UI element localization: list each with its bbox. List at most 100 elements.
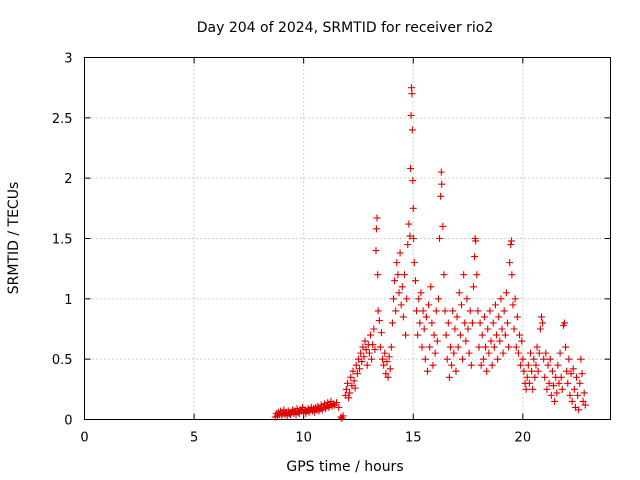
- data-point: [519, 355, 527, 363]
- data-point: [445, 373, 453, 381]
- data-point: [489, 319, 497, 327]
- data-point: [392, 307, 400, 315]
- data-point: [486, 307, 494, 315]
- data-point: [417, 289, 425, 297]
- x-tick-label: 15: [405, 431, 422, 446]
- data-point: [379, 355, 387, 363]
- data-point: [449, 307, 457, 315]
- data-point: [380, 361, 388, 369]
- data-point: [532, 361, 540, 369]
- data-point: [346, 389, 354, 397]
- x-tick-label: 10: [295, 431, 312, 446]
- data-point: [562, 343, 570, 351]
- data-point: [329, 400, 337, 408]
- data-point: [442, 331, 450, 339]
- data-point: [408, 90, 416, 98]
- data-point: [522, 385, 530, 393]
- data-point: [420, 325, 428, 333]
- data-point: [427, 283, 435, 291]
- data-point: [494, 355, 502, 363]
- data-point: [550, 382, 558, 390]
- data-point: [465, 349, 473, 357]
- data-point: [557, 373, 565, 381]
- data-point: [371, 346, 379, 354]
- data-point: [382, 370, 390, 378]
- data-point: [495, 313, 503, 321]
- data-point: [439, 222, 447, 230]
- x-tick-label: 20: [515, 431, 532, 446]
- data-point: [524, 361, 532, 369]
- data-point: [576, 379, 584, 387]
- data-point: [463, 295, 471, 303]
- data-point: [483, 367, 491, 375]
- data-point: [545, 379, 553, 387]
- data-point: [377, 329, 385, 337]
- data-point: [491, 301, 499, 309]
- data-point: [455, 289, 463, 297]
- data-point: [374, 271, 382, 279]
- data-point: [428, 319, 436, 327]
- data-point: [409, 177, 417, 185]
- data-point: [547, 391, 555, 399]
- data-point: [554, 361, 562, 369]
- data-point: [397, 301, 405, 309]
- data-point: [563, 367, 571, 375]
- data-point: [342, 385, 350, 393]
- data-point: [403, 295, 411, 303]
- data-point: [405, 220, 413, 228]
- data-point: [528, 367, 536, 375]
- data-point: [581, 401, 589, 409]
- x-tick-label: 0: [80, 431, 88, 446]
- data-point: [440, 271, 448, 279]
- data-point: [375, 317, 383, 325]
- data-point: [369, 341, 377, 349]
- y-tick-label: 3: [64, 52, 72, 67]
- data-point: [452, 367, 460, 375]
- data-point: [573, 373, 581, 381]
- data-point: [396, 249, 404, 257]
- data-point: [580, 389, 588, 397]
- data-point: [344, 379, 351, 387]
- data-point: [444, 319, 452, 327]
- data-point: [476, 319, 484, 327]
- data-point: [560, 319, 568, 327]
- data-point: [477, 361, 485, 369]
- y-tick-label: 1.5: [52, 233, 73, 248]
- data-point: [474, 307, 482, 315]
- data-point: [487, 337, 495, 345]
- data-point: [356, 365, 364, 373]
- y-tick-label: 0.5: [52, 353, 73, 368]
- data-point: [539, 319, 547, 327]
- x-tick-label: 5: [190, 431, 198, 446]
- data-point: [551, 397, 559, 405]
- data-point: [414, 331, 422, 339]
- y-tick-label: 1: [64, 293, 72, 308]
- data-point: [404, 241, 412, 249]
- data-point: [410, 259, 418, 267]
- data-point: [436, 235, 444, 242]
- data-point: [475, 343, 483, 351]
- data-point: [433, 337, 441, 345]
- data-point: [350, 377, 358, 385]
- data-point: [535, 349, 543, 357]
- data-point: [345, 394, 353, 402]
- data-point: [503, 319, 511, 327]
- y-tick-label: 2.5: [52, 112, 73, 127]
- data-point: [578, 370, 586, 378]
- data-point: [496, 337, 504, 345]
- data-point: [387, 343, 395, 351]
- data-point: [485, 349, 493, 357]
- y-tick-label: 2: [64, 172, 72, 187]
- data-point: [575, 406, 583, 414]
- data-point: [374, 307, 382, 315]
- data-point: [363, 361, 371, 369]
- data-point: [502, 289, 510, 297]
- data-point: [497, 295, 505, 303]
- data-point: [467, 361, 475, 369]
- data-point: [534, 367, 542, 375]
- data-point: [367, 331, 375, 339]
- data-point: [544, 361, 552, 369]
- data-point: [523, 373, 531, 381]
- data-point: [399, 313, 407, 321]
